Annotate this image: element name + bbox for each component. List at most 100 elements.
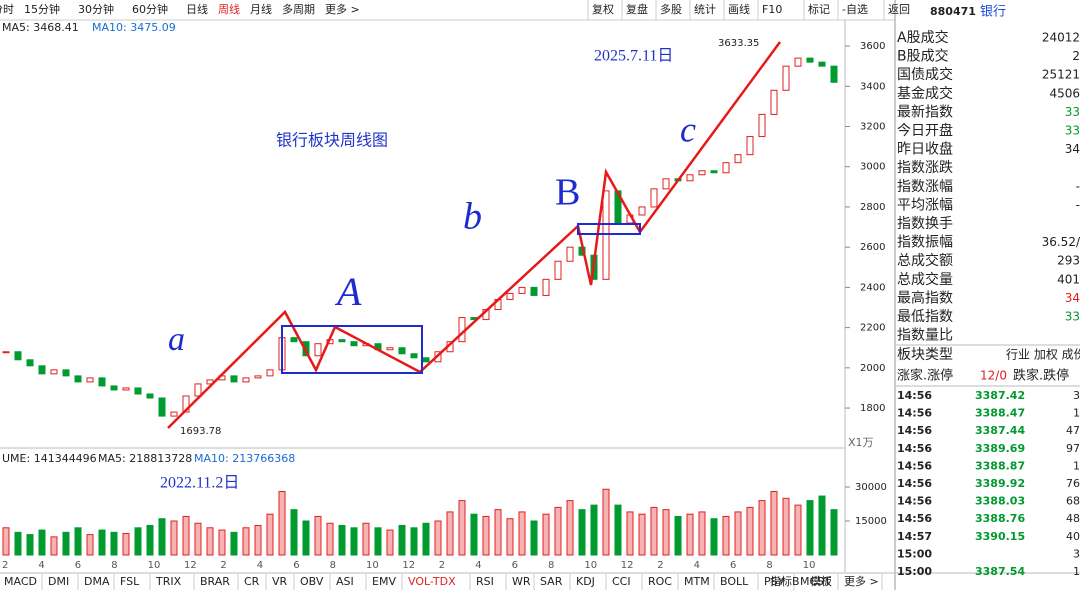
- indicator-tab[interactable]: BRAR: [200, 575, 230, 588]
- indicator-tab[interactable]: ROC: [648, 575, 672, 588]
- tool-button[interactable]: 复权: [592, 2, 614, 16]
- tool-button[interactable]: 复盘: [626, 2, 648, 16]
- box-A: [281, 325, 423, 374]
- tool-button[interactable]: 多股: [660, 2, 682, 16]
- candle: [350, 341, 358, 347]
- indicator-tab[interactable]: EMV: [372, 575, 396, 588]
- volume-bar: [650, 506, 658, 556]
- tool-button[interactable]: -自选: [842, 3, 868, 16]
- volume-bar: [422, 522, 430, 556]
- candle: [14, 351, 22, 361]
- period-tab[interactable]: 更多 >: [325, 2, 360, 16]
- volume-bar: [614, 504, 622, 556]
- volume-bar: [518, 511, 526, 556]
- indicator-tab[interactable]: CR: [244, 575, 260, 588]
- indicator-tab[interactable]: PSY: [764, 575, 785, 588]
- wave-label: A: [334, 269, 362, 314]
- period-tab[interactable]: 周线: [218, 2, 240, 16]
- trade-price: 3388.47: [975, 407, 1025, 420]
- annotation: 银行板块周线图: [276, 132, 388, 150]
- x-tick-label: 8: [111, 560, 117, 571]
- volume-bar: [86, 534, 94, 556]
- candle: [554, 260, 562, 280]
- box-B: [577, 223, 641, 235]
- indicator-tab[interactable]: MCST: [800, 575, 831, 588]
- indicator-tab[interactable]: ASI: [336, 575, 354, 588]
- annotation: 2022.11.2日: [160, 475, 239, 492]
- indicator-tab[interactable]: TRIX: [155, 575, 182, 588]
- x-tick-label: 4: [475, 560, 481, 571]
- volume-bar: [458, 500, 466, 556]
- volume-bar: [782, 497, 790, 556]
- trade-price: 3390.15: [975, 530, 1025, 543]
- candle: [602, 190, 610, 280]
- period-tab[interactable]: 日线: [186, 2, 208, 16]
- tool-button[interactable]: F10: [762, 3, 782, 16]
- volume-bar: [806, 500, 814, 556]
- period-tab[interactable]: 30分钟: [78, 2, 114, 16]
- volume-bar: [674, 515, 682, 556]
- x-tick-label: 10: [803, 560, 816, 571]
- volume-bar: [230, 531, 238, 556]
- volume-bar: [338, 525, 346, 556]
- candle: [698, 170, 706, 176]
- candle: [818, 61, 826, 67]
- candle: [662, 178, 670, 190]
- indicator-tab[interactable]: OBV: [300, 575, 324, 588]
- trade-price: 3389.69: [975, 442, 1025, 455]
- trade-time: 14:56: [897, 512, 932, 525]
- ma10-label: MA10: 3475.09: [92, 21, 176, 34]
- row-label: 指数量比: [897, 328, 953, 344]
- candle: [86, 377, 94, 383]
- candle: [566, 246, 574, 262]
- tool-button[interactable]: 画线: [728, 2, 750, 16]
- volume-bar: [398, 525, 406, 556]
- vol-label: UME: 141344496: [2, 452, 97, 465]
- candle: [638, 206, 646, 216]
- indicator-tab[interactable]: RSI: [476, 575, 494, 588]
- volume-bar: [746, 506, 754, 556]
- period-tab[interactable]: 月线: [250, 2, 272, 16]
- candle: [830, 65, 838, 83]
- candle: [782, 65, 790, 91]
- volume-bar: [602, 488, 610, 556]
- indicator-tab[interactable]: MACD: [4, 575, 37, 588]
- indicator-tab[interactable]: 更多 >: [844, 574, 879, 588]
- indicator-tab[interactable]: DMI: [48, 575, 69, 588]
- candle: [110, 385, 118, 391]
- indicator-tab[interactable]: KDJ: [576, 575, 595, 588]
- indicator-tab[interactable]: CCI: [612, 575, 631, 588]
- period-tab[interactable]: 分时: [0, 3, 14, 16]
- period-tab[interactable]: 多周期: [282, 2, 315, 16]
- volume-bar: [686, 513, 694, 556]
- indicator-tab[interactable]: VOL-TDX: [408, 575, 456, 588]
- y-tick-label: 30000: [855, 482, 887, 493]
- indicator-tab[interactable]: BOLL: [720, 575, 749, 588]
- panel-tab[interactable]: 指标B: [770, 574, 800, 588]
- period-tab[interactable]: 15分钟: [24, 2, 60, 16]
- indicator-tab[interactable]: WR: [512, 575, 531, 588]
- x-tick-label: 12: [184, 560, 197, 571]
- volume-bar: [242, 527, 250, 556]
- period-tab[interactable]: 60分钟: [132, 2, 168, 16]
- indicator-tab[interactable]: MTM: [684, 575, 710, 588]
- indicator-tab[interactable]: DMA: [84, 575, 110, 588]
- tool-button[interactable]: 标记: [808, 2, 830, 16]
- x-tick-label: 10: [366, 560, 379, 571]
- indicator-tab[interactable]: VR: [272, 575, 288, 588]
- tool-button[interactable]: 统计: [694, 3, 716, 16]
- row-value: 34: [1065, 142, 1080, 156]
- indicator-tab[interactable]: SAR: [540, 575, 563, 588]
- trade-volume: 68: [1066, 495, 1080, 508]
- trade-price: 3388.03: [975, 495, 1025, 508]
- row-label: 总成交量: [897, 271, 953, 288]
- indicator-tab[interactable]: FSL: [120, 575, 140, 588]
- candle: [422, 357, 430, 363]
- vol-ma10-label: MA10: 213766368: [194, 452, 295, 465]
- candle: [758, 113, 766, 138]
- panel-tab[interactable]: 模板: [810, 574, 832, 588]
- volume-bar: [710, 518, 718, 556]
- row-value: -: [1076, 179, 1080, 193]
- tool-button[interactable]: 返回: [888, 3, 910, 16]
